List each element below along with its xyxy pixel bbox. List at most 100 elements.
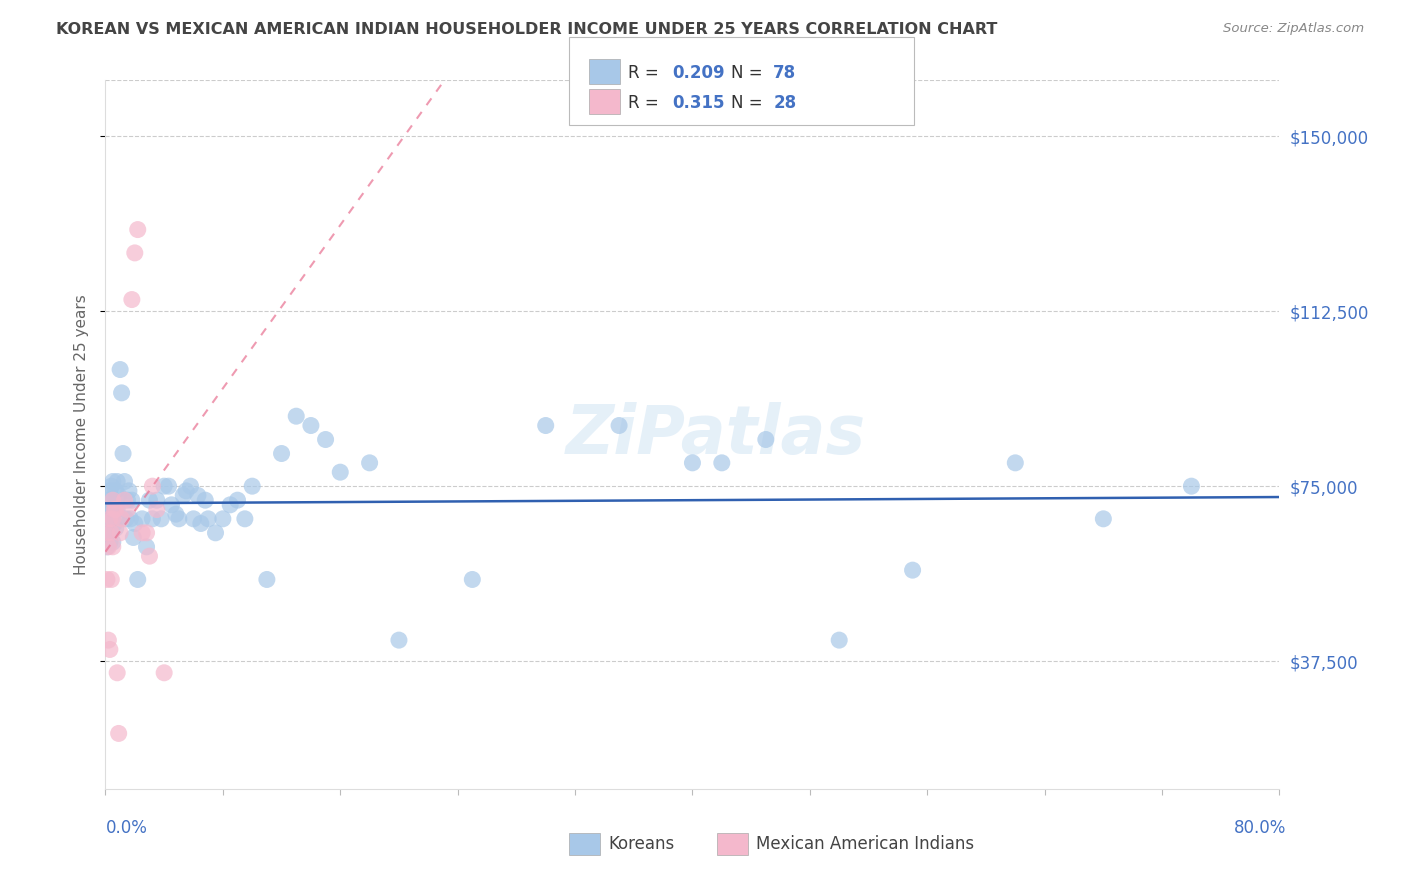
Point xyxy=(124,246,146,260)
Y-axis label: Householder Income Under 25 years: Householder Income Under 25 years xyxy=(75,294,90,575)
Text: 0.209: 0.209 xyxy=(672,64,724,82)
Point xyxy=(98,507,121,521)
Point xyxy=(121,493,143,508)
Point xyxy=(131,512,153,526)
Point xyxy=(710,456,733,470)
Point xyxy=(96,573,118,587)
Point xyxy=(96,502,118,516)
Text: 80.0%: 80.0% xyxy=(1234,819,1286,837)
Text: 0.0%: 0.0% xyxy=(105,819,148,837)
Point xyxy=(388,633,411,648)
Point xyxy=(96,525,118,540)
Point xyxy=(103,498,125,512)
Point xyxy=(101,535,124,549)
Point xyxy=(104,521,127,535)
Point xyxy=(197,512,219,526)
Point xyxy=(828,633,851,648)
Point xyxy=(96,525,118,540)
Point xyxy=(120,512,142,526)
Point xyxy=(117,493,139,508)
Text: R =: R = xyxy=(628,95,665,112)
Point xyxy=(190,516,212,531)
Point xyxy=(100,479,122,493)
Point xyxy=(100,573,122,587)
Point xyxy=(359,456,381,470)
Point xyxy=(103,502,125,516)
Text: Koreans: Koreans xyxy=(609,835,675,853)
Point xyxy=(101,540,124,554)
Point xyxy=(135,540,157,554)
Point xyxy=(157,479,180,493)
Point xyxy=(98,512,121,526)
Point xyxy=(97,633,120,648)
Text: ZiPatlas: ZiPatlas xyxy=(565,402,866,467)
Point xyxy=(233,512,256,526)
Point xyxy=(118,483,141,498)
Point xyxy=(180,479,202,493)
Point xyxy=(98,642,121,657)
Point xyxy=(135,525,157,540)
Point xyxy=(127,222,149,236)
Point xyxy=(315,433,337,447)
Text: R =: R = xyxy=(628,64,665,82)
Point xyxy=(270,446,292,460)
Point xyxy=(107,488,129,502)
Point xyxy=(534,418,557,433)
Point xyxy=(160,498,183,512)
Text: KOREAN VS MEXICAN AMERICAN INDIAN HOUSEHOLDER INCOME UNDER 25 YEARS CORRELATION : KOREAN VS MEXICAN AMERICAN INDIAN HOUSEH… xyxy=(56,22,998,37)
Point xyxy=(150,512,173,526)
Point xyxy=(110,512,132,526)
Point xyxy=(167,512,190,526)
Point xyxy=(131,525,153,540)
Point xyxy=(299,418,322,433)
Point xyxy=(226,493,249,508)
Point xyxy=(204,525,226,540)
Point xyxy=(329,465,352,479)
Text: N =: N = xyxy=(731,95,768,112)
Point xyxy=(138,549,160,563)
Point xyxy=(100,502,122,516)
Point xyxy=(105,665,128,680)
Point xyxy=(100,525,122,540)
Point xyxy=(165,507,187,521)
Point xyxy=(1180,479,1202,493)
Text: Mexican American Indians: Mexican American Indians xyxy=(756,835,974,853)
Point xyxy=(153,479,176,493)
Point xyxy=(101,475,124,489)
Point xyxy=(97,512,120,526)
Point xyxy=(141,512,163,526)
Point xyxy=(1092,512,1115,526)
Point xyxy=(105,502,128,516)
Point xyxy=(108,362,131,376)
Text: 0.315: 0.315 xyxy=(672,95,724,112)
Point xyxy=(285,409,308,424)
Point xyxy=(101,493,124,508)
Point xyxy=(105,475,128,489)
Point xyxy=(117,502,139,516)
Point xyxy=(174,483,197,498)
Point xyxy=(101,493,124,508)
Point xyxy=(682,456,704,470)
Text: Source: ZipAtlas.com: Source: ZipAtlas.com xyxy=(1223,22,1364,36)
Point xyxy=(121,293,143,307)
Point xyxy=(98,483,121,498)
Point xyxy=(108,525,131,540)
Point xyxy=(127,573,149,587)
Text: 78: 78 xyxy=(773,64,796,82)
Point xyxy=(146,502,169,516)
Point xyxy=(97,540,120,554)
Point xyxy=(183,512,205,526)
Point xyxy=(101,512,124,526)
Point xyxy=(112,446,135,460)
Point xyxy=(107,726,129,740)
Text: N =: N = xyxy=(731,64,768,82)
Point xyxy=(194,493,217,508)
Point xyxy=(114,475,136,489)
Point xyxy=(146,493,169,508)
Text: 28: 28 xyxy=(773,95,796,112)
Point xyxy=(901,563,924,577)
Point xyxy=(101,512,124,526)
Point xyxy=(461,573,484,587)
Point xyxy=(124,516,146,531)
Point xyxy=(97,493,120,508)
